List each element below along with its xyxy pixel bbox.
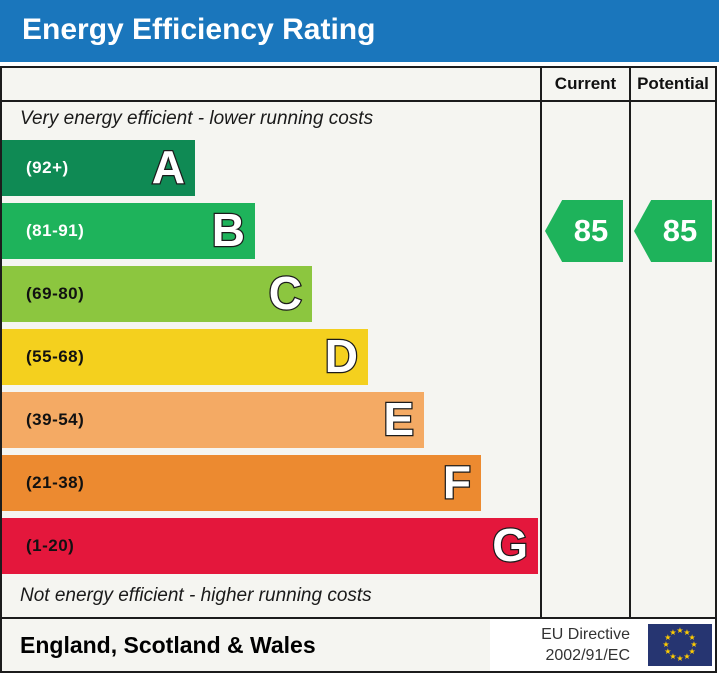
band-letter: A [151, 140, 187, 195]
band-range-label: (69-80) [26, 284, 85, 303]
rating-band: (55-68) D [2, 329, 368, 385]
band-letter: C [268, 266, 304, 320]
band-letter: E [382, 392, 415, 446]
footer: England, Scotland & Wales EU Directive 2… [2, 619, 715, 671]
page-title: Energy Efficiency Rating [0, 0, 719, 62]
eu-directive-line1: EU Directive [541, 626, 630, 643]
rating-band: (69-80) C [2, 266, 312, 322]
eu-star-icon: ★ [669, 627, 677, 637]
eu-star-icon: ★ [683, 652, 691, 662]
eu-star-icon: ★ [669, 652, 677, 662]
eu-directive-label: EU Directive 2002/91/EC [541, 624, 630, 666]
eu-star-icon: ★ [662, 640, 670, 649]
footer-divider [2, 617, 715, 619]
band-range-label: (81-91) [26, 221, 85, 240]
rating-band: (39-54) E [2, 392, 424, 448]
band-range-label: (55-68) [26, 347, 85, 366]
potential-rating-arrow: 85 [634, 200, 712, 262]
current-column-header: Current [554, 74, 617, 93]
eu-star-icon: ★ [688, 647, 696, 656]
band-range-label: (39-54) [26, 410, 85, 429]
rating-band: (1-20) G [2, 518, 538, 574]
eu-star-icon: ★ [664, 633, 672, 642]
band-range-label: (21-38) [26, 473, 85, 492]
band-range-label: (1-20) [26, 536, 75, 555]
eu-star-icon: ★ [664, 647, 672, 656]
eu-star-icon: ★ [676, 654, 684, 663]
band-range-label: (92+) [26, 158, 69, 177]
eu-flag-icon: ★ ★ ★ ★ ★ ★ ★ ★ ★ ★ ★ ★ [648, 624, 712, 666]
current-rating-arrow: 85 [545, 200, 623, 262]
band-letter: B [211, 203, 247, 257]
rating-table: Current Potential Very energy efficient … [0, 66, 717, 673]
rating-band: (21-38) F [2, 455, 481, 511]
bottom-note: Not energy efficient - higher running co… [20, 585, 372, 606]
column-divider [629, 68, 631, 617]
eu-directive-line2: 2002/91/EC [545, 647, 630, 664]
eu-star-icon: ★ [690, 640, 698, 649]
rating-band: (92+) A [2, 140, 195, 196]
column-divider [540, 68, 542, 617]
top-note: Very energy efficient - lower running co… [20, 108, 374, 129]
band-letter: D [324, 329, 360, 383]
header-divider [2, 100, 715, 102]
band-letter: G [491, 518, 529, 573]
band-letter: F [442, 455, 473, 509]
region-label: England, Scotland & Wales [20, 632, 316, 658]
eu-star-icon: ★ [676, 626, 684, 635]
rating-band: (81-91) B [2, 203, 255, 259]
eu-star-icon: ★ [688, 633, 696, 642]
eu-star-icon: ★ [683, 627, 691, 637]
potential-column-header: Potential [637, 74, 709, 93]
